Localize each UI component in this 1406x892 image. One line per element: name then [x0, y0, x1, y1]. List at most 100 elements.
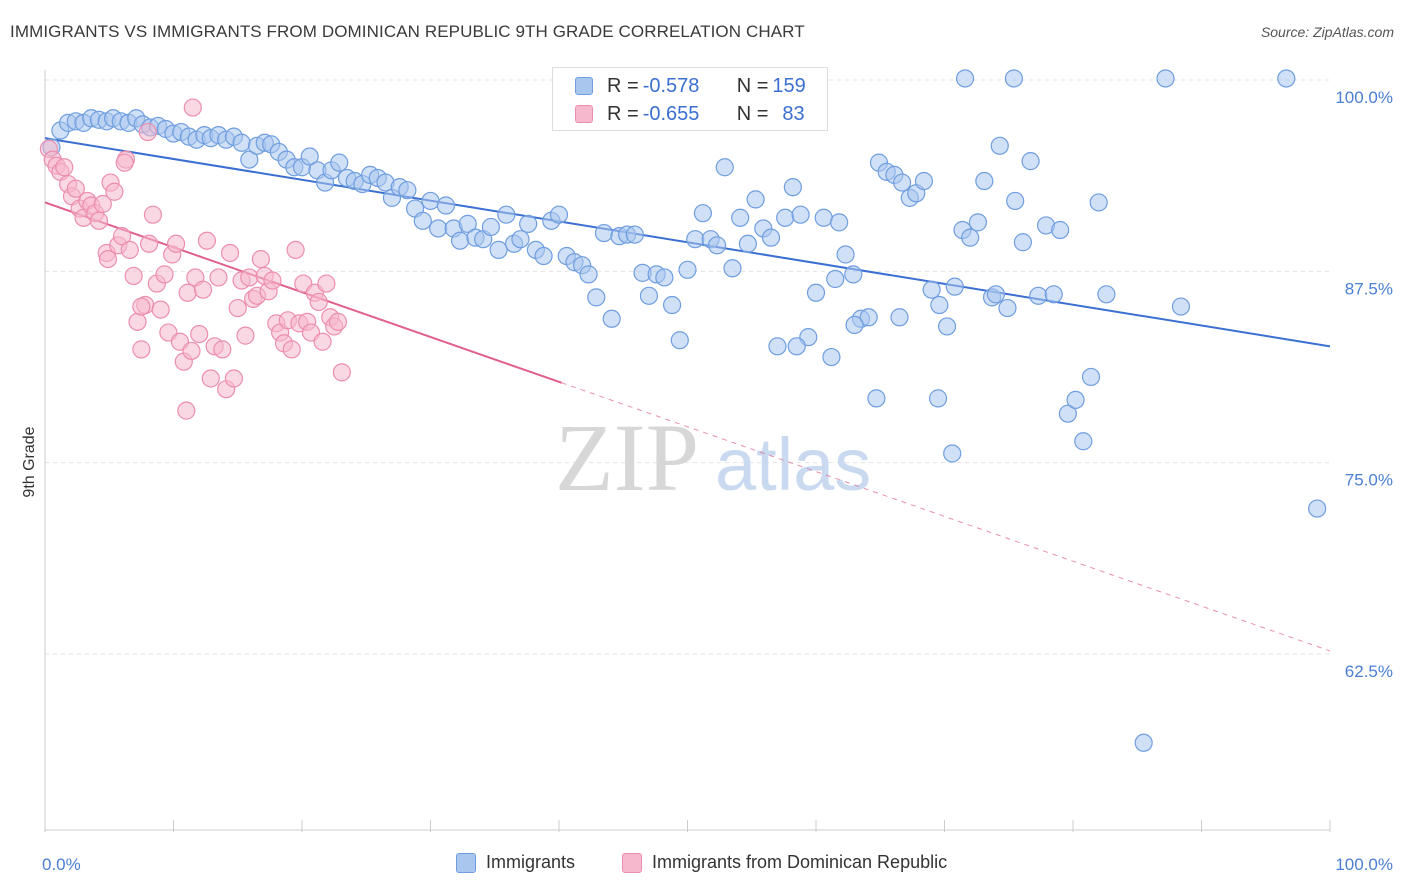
data-point	[328, 312, 348, 331]
data-point	[1156, 69, 1175, 88]
data-point	[707, 236, 727, 255]
data-point	[201, 369, 220, 388]
data-point	[1089, 193, 1108, 212]
data-point	[1029, 286, 1048, 305]
legend-swatch-pink	[575, 105, 593, 123]
data-point	[197, 231, 217, 250]
tick-labels: 62.5% 75.0% 87.5% 100.0% 0.0% 100.0%	[42, 88, 1393, 874]
series-legend-label: Immigrants	[486, 852, 576, 872]
data-point	[930, 295, 949, 315]
series-legend: Immigrants Immigrants from Dominican Rep…	[0, 852, 1406, 876]
legend-n-value: 159	[772, 74, 806, 97]
data-point	[1308, 499, 1327, 518]
data-point	[579, 265, 598, 284]
data-point	[166, 234, 186, 253]
series-swatch-blue	[456, 852, 476, 873]
data-point	[715, 158, 734, 177]
data-point	[309, 292, 328, 312]
data-point	[55, 158, 74, 177]
data-point	[890, 308, 909, 327]
data-point	[330, 153, 349, 172]
data-point	[1013, 233, 1032, 252]
data-point	[845, 315, 864, 335]
data-point	[928, 389, 948, 408]
legend-r-label: R =	[607, 74, 639, 97]
data-point	[128, 312, 147, 331]
data-point	[89, 211, 109, 230]
data-point	[511, 230, 530, 249]
data-point	[892, 173, 912, 192]
data-point	[224, 369, 243, 388]
data-point	[761, 228, 781, 247]
watermark-zip: ZIP	[555, 404, 699, 511]
data-point	[975, 171, 994, 191]
series-swatch-pink	[622, 852, 642, 873]
y-axis-label: 9th Grade	[21, 426, 38, 497]
data-point	[138, 122, 157, 142]
data-point	[787, 337, 806, 356]
data-point	[124, 266, 143, 286]
series-legend-dominican[interactable]: Immigrants from Dominican Republic	[622, 852, 947, 873]
series-legend-label: Immigrants from Dominican Republic	[652, 852, 948, 872]
data-point	[177, 401, 196, 420]
legend-r-value: -0.578	[642, 74, 700, 97]
data-point	[625, 225, 644, 244]
data-point	[822, 347, 841, 367]
data-point	[458, 214, 477, 233]
data-point	[182, 341, 201, 361]
series-dominican	[39, 98, 351, 420]
data-point	[115, 153, 134, 172]
data-point	[968, 213, 988, 232]
data-point	[481, 217, 500, 237]
data-point	[961, 228, 980, 247]
data-point	[594, 223, 614, 243]
data-point	[678, 260, 697, 279]
data-point	[1066, 390, 1085, 410]
data-point	[1134, 733, 1153, 752]
trend-lines	[44, 137, 1331, 652]
data-point	[228, 298, 247, 318]
data-point	[639, 286, 659, 305]
data-point	[213, 340, 232, 359]
legend-row-dominican: R = -0.655 N = 83	[553, 100, 805, 128]
grid-lines	[45, 79, 1330, 655]
data-point	[914, 171, 934, 191]
data-point	[1081, 367, 1101, 387]
data-point	[602, 309, 621, 328]
data-point	[693, 204, 713, 223]
data-point	[806, 283, 826, 302]
data-point	[450, 231, 470, 250]
data-point	[1097, 285, 1116, 304]
data-point	[670, 331, 689, 350]
data-point	[1277, 69, 1296, 88]
data-point	[155, 265, 174, 284]
data-point	[768, 337, 787, 356]
data-point	[1171, 297, 1191, 316]
data-point	[844, 265, 863, 284]
data-point	[783, 178, 802, 197]
data-point	[282, 340, 301, 359]
data-point	[937, 317, 957, 336]
data-point	[66, 179, 85, 198]
data-point	[587, 288, 606, 307]
data-point	[814, 208, 833, 227]
data-point	[1051, 220, 1070, 240]
data-point	[723, 259, 742, 278]
data-point	[240, 268, 259, 287]
data-point	[429, 219, 448, 238]
x-tick-label: 100.0%	[1335, 855, 1393, 874]
data-point	[497, 205, 516, 224]
data-point	[830, 213, 849, 232]
source-label: Source: ZipAtlas.com	[1260, 24, 1394, 40]
data-point	[232, 133, 251, 152]
data-point	[1006, 191, 1025, 211]
series-legend-immigrants[interactable]: Immigrants	[456, 852, 575, 873]
watermark-atlas: atlas	[715, 423, 871, 506]
data-point	[332, 363, 351, 382]
data-point	[990, 136, 1009, 155]
data-point	[534, 246, 553, 266]
data-point	[655, 268, 674, 287]
data-point	[1044, 285, 1063, 304]
data-point	[209, 268, 228, 287]
data-point	[300, 147, 319, 166]
